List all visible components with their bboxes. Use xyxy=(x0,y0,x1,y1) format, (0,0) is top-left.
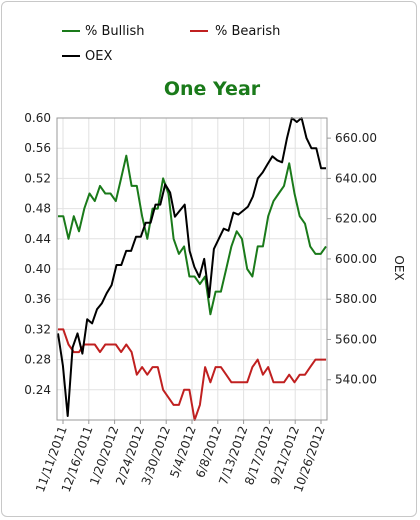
series-lines xyxy=(57,117,327,421)
left-tick-label: 0.44 xyxy=(24,232,51,246)
left-tick-label: 0.28 xyxy=(24,353,51,367)
right-tick-label: 640.00 xyxy=(335,171,377,185)
right-tick-label: 620.00 xyxy=(335,212,377,226)
left-tick-label: 0.32 xyxy=(24,322,51,336)
left-tick-label: 0.56 xyxy=(24,141,51,155)
right-tick-label: 660.00 xyxy=(335,131,377,145)
left-tick-label: 0.36 xyxy=(24,292,51,306)
left-tick-label: 0.48 xyxy=(24,202,51,216)
right-tick-label: 540.00 xyxy=(335,373,377,387)
left-tick-label: 0.24 xyxy=(24,383,51,397)
left-axis: 0.60 0.56 0.52 0.48 0.44 0.40 0.36 0.32 0.28 0.24 xyxy=(24,111,51,397)
right-axis: 660.00 640.00 620.00 600.00 580.00 560.00 540.… xyxy=(327,131,377,387)
left-tick-label: 0.40 xyxy=(24,262,51,276)
x-axis: 11/11/201112/16/20111/20/20122/24/20123/… xyxy=(33,420,328,494)
series-line-bullish xyxy=(58,154,327,316)
left-tick-label: 0.60 xyxy=(24,111,51,125)
legend-label-bullish: % Bullish xyxy=(85,24,145,39)
legend-label-oex: OEX xyxy=(85,49,112,64)
right-tick-label: 600.00 xyxy=(335,252,377,266)
series-line-oex xyxy=(57,117,326,417)
right-axis-label: OEX xyxy=(392,255,406,280)
left-tick-label: 0.52 xyxy=(24,171,51,185)
gridlines xyxy=(57,117,327,420)
legend-label-bearish: % Bearish xyxy=(215,24,280,39)
right-tick-label: 580.00 xyxy=(335,292,377,306)
chart-title: One Year xyxy=(164,78,261,100)
series-line-bearish xyxy=(58,328,326,421)
right-tick-label: 560.00 xyxy=(335,332,377,346)
legend: % Bullish % Bearish OEX xyxy=(62,24,280,64)
